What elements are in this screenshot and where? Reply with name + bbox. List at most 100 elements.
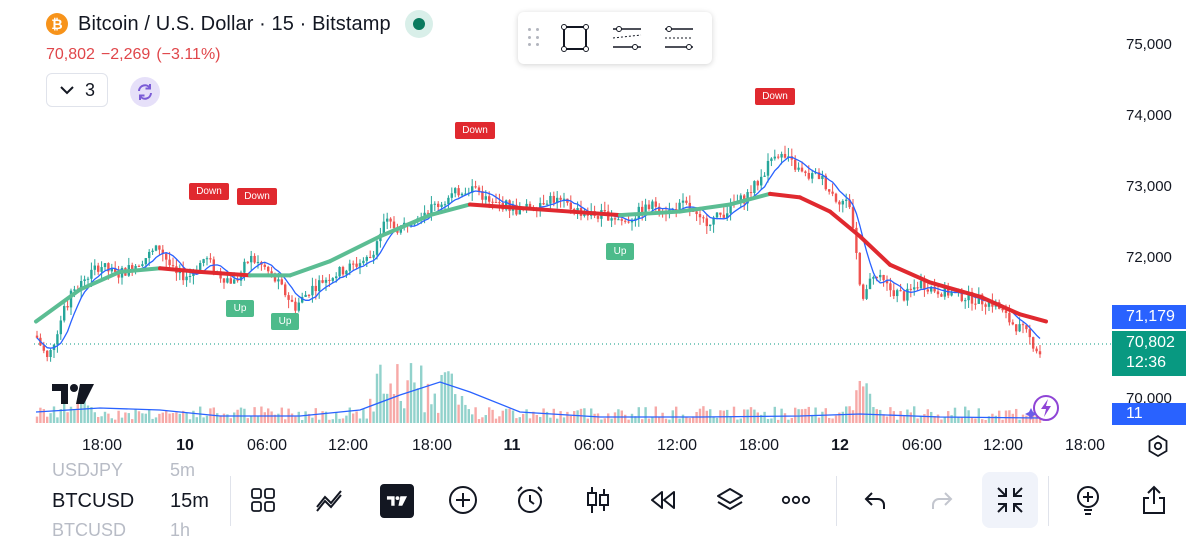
timeframe-selector[interactable]: 15m xyxy=(170,490,209,512)
candle-body xyxy=(141,264,144,267)
volume-bar xyxy=(382,393,385,423)
candle-body xyxy=(324,279,328,283)
indicators-icon[interactable] xyxy=(312,482,348,518)
undo-icon[interactable] xyxy=(857,482,893,518)
slow-ma-segment xyxy=(798,195,832,214)
volume-bar xyxy=(637,407,640,423)
symbol-selector[interactable]: BTCUSD xyxy=(52,490,135,512)
candle-body xyxy=(454,188,457,194)
candle-body xyxy=(899,290,902,292)
share-icon[interactable] xyxy=(1136,482,1172,518)
refresh-icon[interactable] xyxy=(130,77,160,107)
drag-handle-icon[interactable] xyxy=(528,28,540,48)
candle-body xyxy=(233,279,236,284)
candle-body xyxy=(845,199,848,201)
candle-body xyxy=(290,299,294,302)
layers-icon[interactable] xyxy=(712,482,748,518)
slow-ma-segment xyxy=(928,280,982,299)
volume-bar xyxy=(607,413,610,423)
market-status-icon[interactable] xyxy=(404,10,433,38)
candle-body xyxy=(484,196,487,200)
timeframe-wheel-prev[interactable]: 5m xyxy=(170,460,196,480)
candle-body xyxy=(460,193,464,196)
volume-bar xyxy=(229,418,232,423)
rectangle-tool-icon[interactable] xyxy=(558,21,592,55)
add-pin-icon[interactable] xyxy=(1070,482,1106,518)
volume-bar xyxy=(600,419,603,423)
candle-body xyxy=(314,285,317,292)
volume-bar xyxy=(352,413,355,423)
volume-bar xyxy=(987,416,991,423)
trend-settings-icon[interactable] xyxy=(610,21,644,55)
symbol-wheel-next[interactable]: BTCUSD xyxy=(52,520,127,540)
timeframe-wheel-next[interactable]: 1h xyxy=(170,520,191,540)
up-signal: Up xyxy=(271,313,299,330)
candle-body xyxy=(641,206,644,215)
volume-bar xyxy=(756,412,759,423)
replay-icon[interactable] xyxy=(645,482,681,518)
candle-body xyxy=(634,218,637,221)
candle-body xyxy=(739,195,742,202)
volume-bar xyxy=(63,403,66,423)
volume-bar xyxy=(685,416,688,423)
candle-body xyxy=(1011,322,1014,325)
volume-bar xyxy=(423,412,426,423)
settings-icon[interactable] xyxy=(1146,434,1170,458)
grid-icon[interactable] xyxy=(245,482,281,518)
volume-bar xyxy=(573,411,576,423)
tradingview-icon[interactable] xyxy=(380,484,414,518)
candle-body xyxy=(705,218,708,227)
volume-bar xyxy=(528,418,532,423)
volume-bar xyxy=(202,417,205,423)
down-signal: Down xyxy=(755,88,795,105)
alarm-icon[interactable] xyxy=(512,482,548,518)
candle-body xyxy=(909,288,912,290)
candle-body xyxy=(144,258,147,265)
tradingview-logo[interactable] xyxy=(50,380,96,408)
lightning-icon[interactable] xyxy=(1024,394,1060,422)
indicators-toggle-button[interactable]: 3 xyxy=(46,73,108,107)
symbol-wheel-prev[interactable]: USDJPY xyxy=(52,460,124,480)
volume-bar xyxy=(892,411,895,423)
volume-bar xyxy=(712,416,715,423)
time-axis-label: 18:00 xyxy=(738,437,780,454)
candle-body xyxy=(617,219,620,221)
volume-bar xyxy=(328,419,331,423)
candle-body xyxy=(562,198,566,200)
volume-bar xyxy=(192,410,195,423)
candle-body xyxy=(862,284,865,299)
candle-body xyxy=(766,160,770,176)
candles-icon[interactable] xyxy=(580,482,616,518)
price-axis-label: 70,000 xyxy=(1126,390,1172,407)
slow-ma-segment xyxy=(568,209,622,218)
volume-bar xyxy=(39,407,42,423)
candle-body xyxy=(117,271,120,278)
plus-icon[interactable] xyxy=(445,482,481,518)
redo-icon[interactable] xyxy=(924,482,960,518)
slow-ma-segment xyxy=(468,202,522,211)
candle-body xyxy=(855,227,858,253)
candle-body xyxy=(267,266,270,272)
more-icon[interactable] xyxy=(778,482,814,518)
symbol-title[interactable]: Bitcoin / U.S. Dollar · 15 · Bitstamp xyxy=(78,12,391,35)
candle-body xyxy=(647,204,651,210)
volume-bar xyxy=(933,416,936,423)
candle-body xyxy=(151,250,154,252)
candle-body xyxy=(569,202,572,210)
volume-bar xyxy=(365,418,368,423)
volume-bar xyxy=(590,408,593,423)
candle-body xyxy=(481,191,484,200)
volume-bar xyxy=(977,408,980,423)
fullscreen-exit-icon[interactable] xyxy=(982,472,1038,528)
candle-body xyxy=(49,350,52,358)
candle-body xyxy=(59,320,62,335)
volume-bar xyxy=(981,419,984,423)
symbol-header[interactable]: ₿ Bitcoin / U.S. Dollar · 15 · Bitstamp xyxy=(46,10,433,38)
filter-settings-icon[interactable] xyxy=(662,21,696,55)
price-chart[interactable] xyxy=(0,0,1200,464)
volume-bar xyxy=(467,409,470,423)
price-change-line: 70,802 −2,269 (−3.11%) xyxy=(46,46,227,64)
time-axis-label: 18:00 xyxy=(411,437,453,454)
candle-body xyxy=(426,212,430,214)
candle-body xyxy=(341,266,345,275)
